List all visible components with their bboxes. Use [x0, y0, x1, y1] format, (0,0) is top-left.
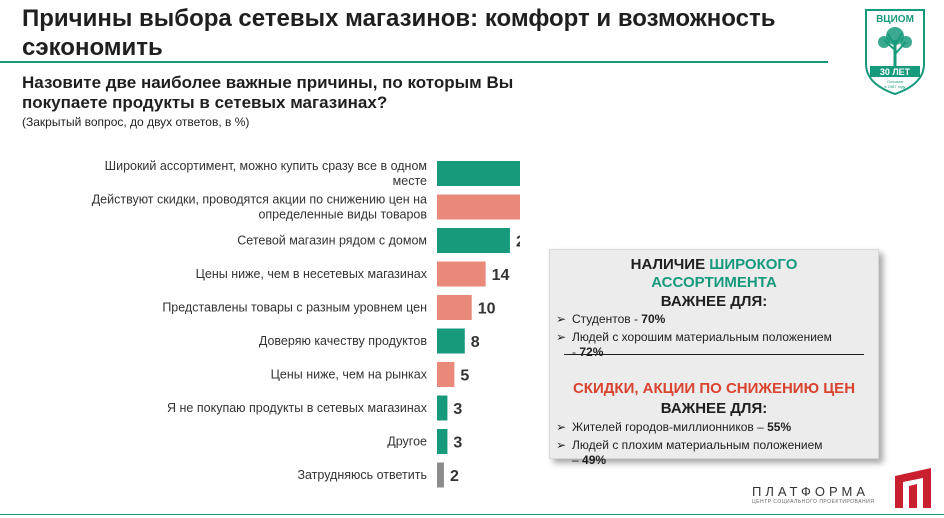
category-label: Цены ниже, чем в несетевых магазинах — [196, 267, 428, 281]
category-label-line: Представлены товары с разным уровнем цен — [162, 301, 427, 315]
category-label-line: Сетевой магазин рядом с домом — [237, 234, 427, 248]
callout-item: ➢ Людей с плохим материальным положением … — [556, 438, 832, 468]
platforma-logo: ПЛАТФОРМА ЦЕНТР СОЦИАЛЬНОГО ПРОЕКТИРОВАН… — [752, 484, 884, 505]
bar-value-label: 8 — [471, 334, 480, 351]
logo-founded-year: в 1987 году — [884, 84, 905, 89]
callout-heading-1-prefix: НАЛИЧИЕ — [630, 256, 710, 273]
callout-item-text: Людей с плохим материальным положением – — [572, 438, 823, 467]
bar-value-label: 14 — [492, 267, 510, 284]
category-label-line: Я не покупаю продукты в сетевых магазина… — [167, 401, 428, 415]
survey-question: Назовите две наиболее важные причины, по… — [22, 73, 514, 112]
bar — [437, 228, 510, 253]
category-label-line: Затрудняюсь ответить — [297, 468, 427, 482]
category-label: Доверяю качеству продуктов — [259, 334, 427, 348]
callout-item: ➢ Людей с хорошим материальным положением… — [556, 330, 832, 360]
callout-heading-1-line2: АССОРТИМЕНТА — [651, 274, 777, 291]
category-label-line: определенные виды товаров — [258, 208, 427, 222]
bar — [437, 395, 448, 421]
callout-divider — [564, 354, 864, 355]
title-divider — [0, 61, 828, 63]
bar — [437, 328, 465, 354]
category-label: Другое — [387, 435, 427, 449]
page-title: Причины выбора сетевых магазинов: комфор… — [22, 5, 776, 61]
category-label: Действуют скидки, проводятся акции по сн… — [92, 193, 428, 222]
bar-value-label: 10 — [478, 301, 496, 318]
bar-value-label: 2 — [450, 468, 459, 485]
question-note: (Закрытый вопрос, до двух ответов, в %) — [22, 115, 250, 129]
bar-value-label: 5 — [460, 368, 469, 385]
bar — [437, 462, 444, 488]
category-label-line: Доверяю качеству продуктов — [259, 334, 427, 348]
platforma-mark-icon — [895, 468, 931, 508]
category-label: Сетевой магазин рядом с домом — [237, 234, 427, 248]
callout-item-value: 49% — [582, 453, 607, 467]
callout-item-value: 70% — [641, 312, 666, 326]
platforma-brand: ПЛАТФОРМА — [752, 484, 870, 499]
callout-subheading-2: ВАЖНЕЕ ДЛЯ: — [660, 400, 768, 417]
category-label: Цены ниже, чем на рынках — [271, 368, 428, 382]
bar-value-label: 21 — [516, 234, 520, 251]
callout-item-text: Людей с хорошим материальным положением … — [572, 330, 832, 359]
bar-value-label: 3 — [453, 401, 462, 418]
callout-item-value: 55% — [767, 420, 792, 434]
callout-item-text: Студентов - — [572, 312, 642, 326]
logo-years: 30 ЛЕТ — [880, 67, 911, 77]
logo-name: ВЦИОМ — [876, 14, 914, 25]
bullet-arrow-icon: ➢ — [556, 312, 567, 326]
callout-heading-1: НАЛИЧИЕ ШИРОКОГО — [550, 256, 878, 274]
bullet-arrow-icon: ➢ — [556, 420, 567, 434]
bullet-arrow-icon: ➢ — [556, 438, 567, 452]
bar-chart: 57Широкий ассортимент, можно купить сраз… — [92, 159, 520, 488]
footer-divider — [0, 514, 944, 515]
category-label-line: Действуют скидки, проводятся акции по сн… — [92, 193, 427, 207]
category-label-line: Цены ниже, чем на рынках — [271, 368, 428, 382]
category-label-line: Другое — [387, 435, 427, 449]
callout-item: ➢ Жителей городов-миллионников – 55% — [556, 420, 832, 435]
callout-item: ➢ Студентов - 70% — [556, 312, 832, 327]
bar — [437, 429, 448, 454]
bar — [437, 362, 455, 387]
category-label-line: месте — [393, 174, 427, 188]
vciom-logo: ВЦИОМ 30 ЛЕТ Основан в 1987 году — [865, 9, 925, 96]
insight-callout: НАЛИЧИЕ ШИРОКОГО АССОРТИМЕНТА ВАЖНЕЕ ДЛЯ… — [549, 249, 879, 467]
callout-heading-2: СКИДКИ, АКЦИИ ПО СНИЖЕНИЮ ЦЕН — [572, 380, 856, 397]
category-label-line: Широкий ассортимент, можно купить сразу … — [105, 159, 427, 173]
callout-item-text: Жителей городов-миллионников – — [572, 420, 768, 434]
category-label: Я не покупаю продукты в сетевых магазина… — [167, 401, 428, 415]
category-label: Затрудняюсь ответить — [297, 468, 427, 482]
category-label: Представлены товары с разным уровнем цен — [162, 301, 427, 315]
bullet-arrow-icon: ➢ — [556, 330, 567, 344]
bar — [437, 261, 486, 287]
bar-value-label: 3 — [453, 435, 462, 452]
category-label-line: Цены ниже, чем в несетевых магазинах — [196, 267, 428, 281]
logo-founded: Основан — [887, 79, 903, 84]
bar — [437, 194, 520, 220]
bar — [437, 161, 520, 186]
bar — [437, 295, 472, 320]
callout-subheading-1: ВАЖНЕЕ ДЛЯ: — [660, 293, 768, 310]
platforma-tagline: ЦЕНТР СОЦИАЛЬНОГО ПРОЕКТИРОВАНИЯ — [752, 499, 875, 505]
callout-heading-1-accent: ШИРОКОГО — [709, 256, 798, 273]
category-label: Широкий ассортимент, можно купить сразу … — [105, 159, 427, 188]
callout-item-value: 72% — [579, 345, 604, 359]
